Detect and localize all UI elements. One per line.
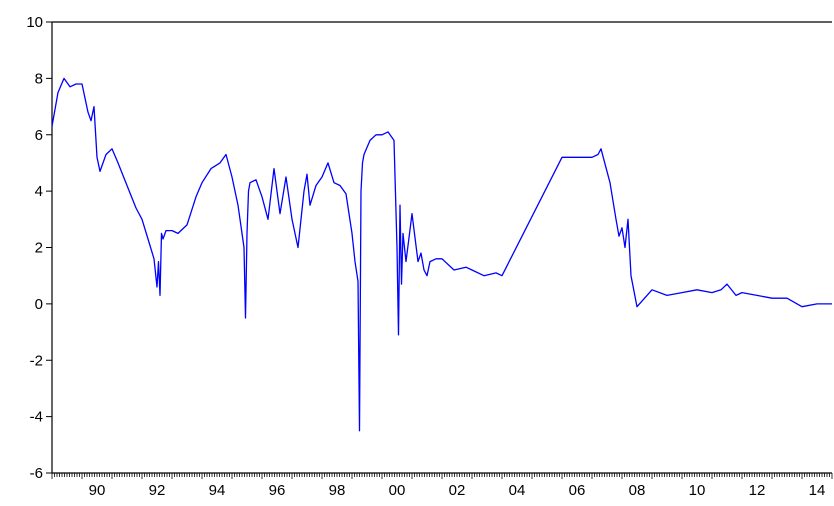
x-tick-label: 02: [449, 482, 466, 499]
y-axis: 10 8 6 4 2 0 -2 -4 -6: [26, 14, 52, 482]
series-line: [51, 77, 832, 432]
x-tick-label: 04: [509, 482, 526, 499]
y-tick-label: -6: [30, 465, 43, 482]
y-tick-label: 10: [26, 14, 43, 31]
x-tick-label: 14: [809, 482, 826, 499]
x-tick-label: 12: [749, 482, 766, 499]
x-tick-label: 96: [269, 482, 286, 499]
x-tick-label: 98: [329, 482, 346, 499]
x-tick-label: 92: [149, 482, 166, 499]
x-tick-label: 00: [389, 482, 406, 499]
x-tick-label: 94: [209, 482, 226, 499]
y-tick-label: 8: [35, 70, 43, 87]
y-tick-label: -4: [30, 409, 43, 426]
y-tick-label: 2: [35, 240, 43, 257]
x-axis: 90 92 94 96 98 00 02 04 06 08 10 12 14: [51, 473, 833, 499]
y-tick-label: 6: [35, 127, 43, 144]
x-tick-label: 06: [569, 482, 586, 499]
y-tick-label: 0: [35, 296, 43, 313]
plot-frame: [51, 21, 832, 474]
x-tick-label: 10: [689, 482, 706, 499]
y-tick-label: 4: [35, 183, 43, 200]
x-tick-label: 08: [629, 482, 646, 499]
series-group: [51, 77, 832, 432]
x-tick-label: 90: [89, 482, 106, 499]
y-tick-label: -2: [30, 352, 43, 369]
